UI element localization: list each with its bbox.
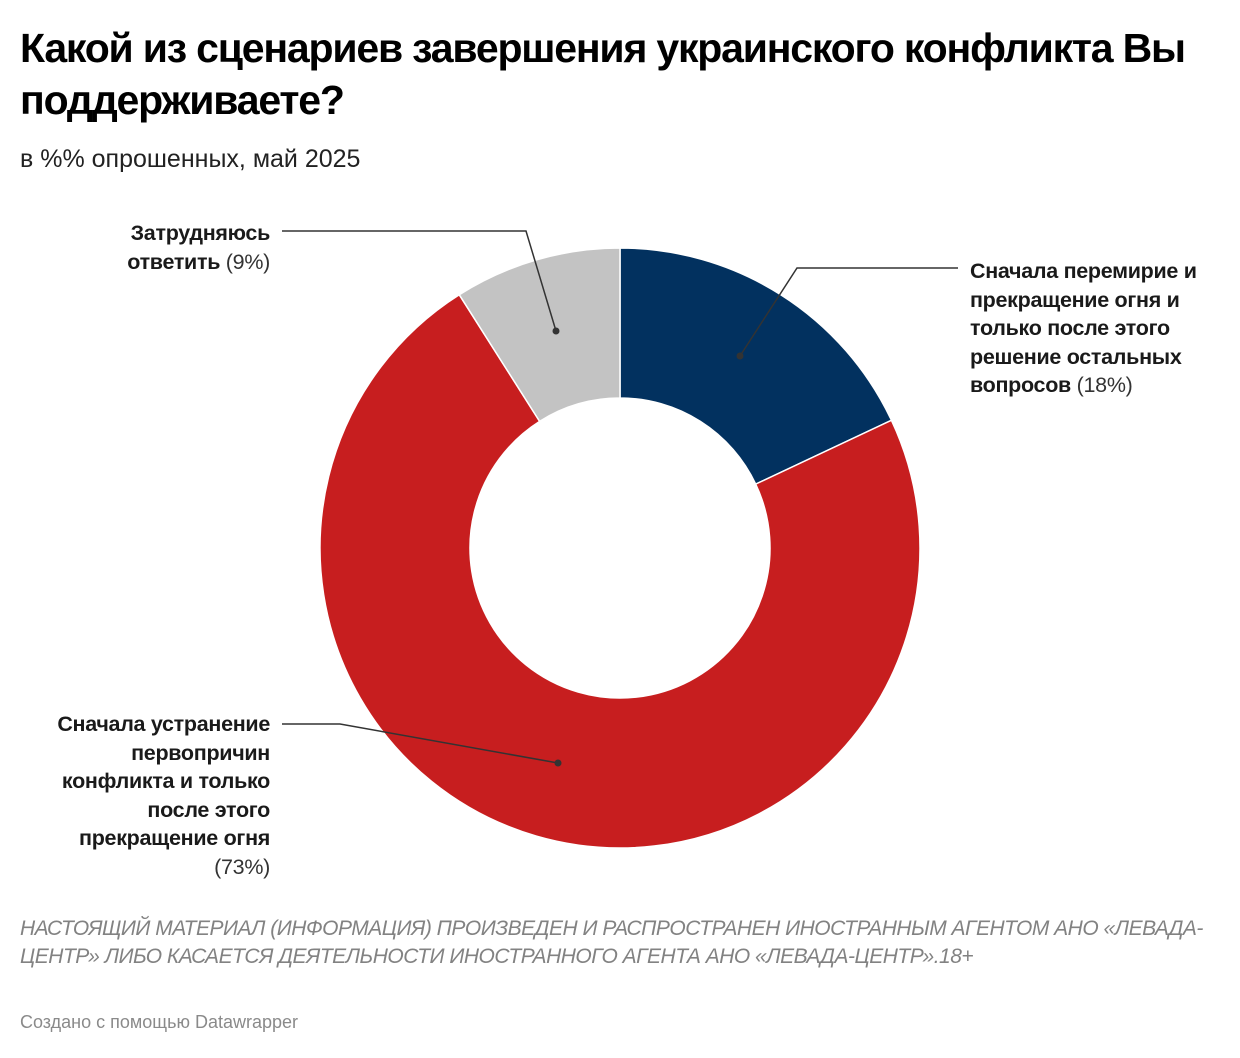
datawrapper-credit[interactable]: Создано с помощью Datawrapper bbox=[20, 1012, 299, 1032]
slice-dont-know[interactable] bbox=[458, 247, 621, 423]
chart-title: Какой из сценариев завершения украинског… bbox=[20, 25, 1186, 123]
leader-dot-root-causes bbox=[554, 759, 562, 767]
leader-line-truce bbox=[739, 267, 958, 357]
label-root-causes-pct: (73%) bbox=[214, 854, 270, 879]
leader-lines bbox=[282, 230, 958, 767]
label-truce: Сначала перемирие и прекращение огня и т… bbox=[970, 257, 1225, 400]
foreign-agent-notice: НАСТОЯЩИЙ МАТЕРИАЛ (ИНФОРМАЦИЯ) ПРОИЗВЕД… bbox=[20, 917, 1203, 968]
slice-root-causes[interactable] bbox=[319, 293, 921, 849]
donut-slices bbox=[319, 247, 921, 849]
leader-dot-truce bbox=[736, 352, 744, 360]
label-dont-know-text: Затрудняюсь ответить bbox=[127, 221, 270, 274]
leader-line-dont-know bbox=[282, 230, 557, 332]
label-root-causes-text: Сначала устранение первопричин конфликта… bbox=[57, 712, 270, 850]
chart-subtitle: в %% опрошенных, май 2025 bbox=[20, 145, 361, 173]
label-truce-pct: (18%) bbox=[1076, 373, 1133, 397]
label-root-causes: Сначала устранение первопричин конфликта… bbox=[30, 710, 270, 881]
slice-truce[interactable] bbox=[619, 247, 893, 486]
label-truce-text: Сначала перемирие и прекращение огня и т… bbox=[970, 259, 1197, 397]
leader-line-root-causes bbox=[282, 723, 559, 764]
leader-dot-dont-know bbox=[552, 327, 560, 335]
label-dont-know-pct: (9%) bbox=[225, 249, 271, 274]
label-dont-know: Затрудняюсь ответить (9%) bbox=[60, 219, 270, 276]
